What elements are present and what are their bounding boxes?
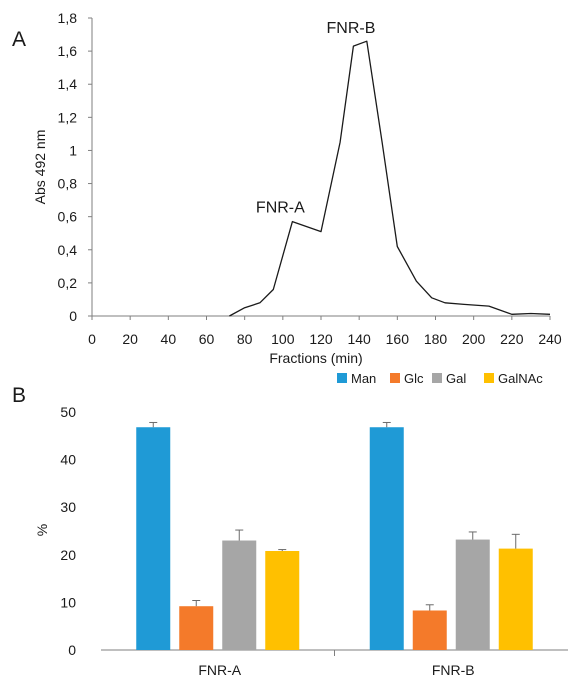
x-tick-label: 240 <box>538 331 562 347</box>
bar-chart: % 0 10 20 30 40 50 FNR-A FNR-B <box>34 404 568 678</box>
bar-galnac-fnr-a <box>265 550 300 650</box>
peak-label-fnr-a: FNR-A <box>256 200 305 217</box>
y-tick-label: 20 <box>60 547 76 563</box>
peak-label-fnr-b: FNR-B <box>327 20 376 37</box>
x-tick-label: 20 <box>122 331 138 347</box>
y-tick-label: 0,2 <box>58 275 78 291</box>
y-tick-label: 10 <box>60 594 76 610</box>
y-axis-title-b: % <box>34 524 50 536</box>
y-tick-label: 50 <box>60 404 76 420</box>
x-tick-label: 120 <box>309 331 333 347</box>
y-tick-label: 1,6 <box>58 43 78 59</box>
category-label: FNR-A <box>198 662 241 678</box>
x-tick-label: 200 <box>462 331 486 347</box>
x-tick-label: 180 <box>424 331 448 347</box>
legend-label-galnac: GalNAc <box>498 371 543 386</box>
legend-label-glc: Glc <box>404 371 424 386</box>
y-tick-label: 0,6 <box>58 209 78 225</box>
x-tick-label: 80 <box>237 331 253 347</box>
x-tick-label: 140 <box>347 331 371 347</box>
legend: Man Glc Gal GalNAc <box>337 371 543 386</box>
bar-glc-fnr-b <box>412 610 447 650</box>
bar-gal-fnr-b <box>455 539 490 650</box>
y-tick-label: 1,4 <box>58 76 78 92</box>
x-tick-label: 40 <box>161 331 177 347</box>
panel-label-a: A <box>12 28 26 51</box>
x-tick-label: 160 <box>386 331 410 347</box>
y-tick-label: 1 <box>69 142 77 158</box>
legend-swatch-galnac <box>484 373 494 383</box>
x-tick-label: 100 <box>271 331 295 347</box>
legend-label-gal: Gal <box>446 371 466 386</box>
legend-label-man: Man <box>351 371 376 386</box>
y-tick-label: 1,8 <box>58 10 78 26</box>
y-tick-label: 40 <box>60 452 76 468</box>
y-tick-label: 30 <box>60 499 76 515</box>
legend-swatch-gal <box>432 373 442 383</box>
bar-man-fnr-a <box>136 427 171 650</box>
line-chart: Abs 492 nm Fractions (min) 0 0,2 0,4 0,6 0,8… <box>32 10 562 366</box>
legend-swatch-man <box>337 373 347 383</box>
y-axis-title: Abs 492 nm <box>32 130 48 205</box>
bar-gal-fnr-a <box>222 540 257 650</box>
x-tick-label: 60 <box>199 331 215 347</box>
panel-label-b: B <box>12 384 26 407</box>
x-tick-label: 0 <box>88 331 96 347</box>
y-tick-label: 0 <box>68 642 76 658</box>
absorbance-line <box>229 40 551 317</box>
bar-man-fnr-b <box>369 427 404 650</box>
y-tick-label: 0,8 <box>58 176 78 192</box>
y-tick-label: 0,4 <box>58 242 78 258</box>
x-axis-title: Fractions (min) <box>269 350 362 366</box>
legend-swatch-glc <box>390 373 400 383</box>
bar-glc-fnr-a <box>179 606 214 650</box>
y-tick-label: 1,2 <box>58 109 78 125</box>
x-tick-label: 220 <box>500 331 524 347</box>
category-label: FNR-B <box>432 662 475 678</box>
bar-galnac-fnr-b <box>498 548 533 650</box>
y-tick-label: 0 <box>69 308 77 324</box>
